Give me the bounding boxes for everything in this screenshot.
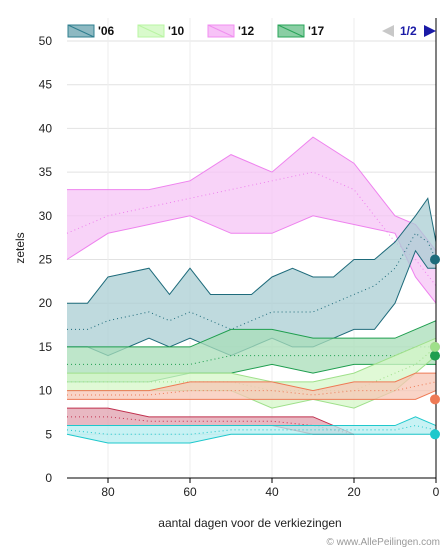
legend-swatch-line	[207, 24, 235, 38]
band-average-line	[67, 346, 437, 392]
legend-label: '10	[168, 24, 185, 38]
y-tick-label: 30	[39, 209, 53, 223]
band-average-line	[66, 425, 437, 435]
band-upper-line	[67, 197, 437, 304]
band-average-line	[66, 171, 437, 287]
legend-swatch-line	[277, 24, 305, 38]
end-value-dot[interactable]	[430, 341, 440, 352]
y-tick-label: 50	[39, 34, 53, 48]
pager[interactable]: 1/2	[382, 24, 436, 38]
credit-text: © www.AllePeilingen.com	[326, 537, 440, 548]
legend-label: '12	[238, 24, 255, 38]
x-tick-label: 80	[101, 485, 115, 499]
y-tick-label: 20	[39, 296, 53, 310]
legend-item[interactable]: '17	[277, 24, 325, 38]
band-area	[67, 198, 436, 356]
band-lower-line	[67, 390, 437, 400]
y-tick-labels: 0 5 10 15 20 25 30 35 40 45 50	[39, 34, 53, 485]
band-upper-line	[67, 320, 437, 348]
band-upper-line	[67, 136, 437, 252]
legend-item[interactable]: '12	[207, 24, 255, 38]
y-axis-title: zetels	[13, 232, 27, 263]
y-tick-label: 45	[39, 78, 53, 92]
series-bands	[66, 136, 437, 444]
end-value-dot[interactable]	[430, 429, 440, 440]
end-value-dot[interactable]	[430, 350, 440, 361]
y-tick-label: 15	[39, 340, 53, 354]
x-tick-labels: 80 60 40 20 0	[101, 485, 439, 499]
y-tick-label: 25	[39, 253, 53, 267]
series-band	[67, 372, 437, 400]
legend-item[interactable]: '10	[137, 24, 185, 38]
x-tick-label: 0	[433, 485, 440, 499]
y-tick-label: 5	[45, 427, 52, 441]
legend-label: '17	[308, 24, 325, 38]
end-value-markers	[430, 254, 440, 440]
band-average-line	[67, 381, 437, 396]
band-average-line	[67, 232, 437, 330]
x-tick-label: 60	[183, 485, 197, 499]
end-value-dot[interactable]	[430, 254, 440, 265]
y-tick-label: 0	[45, 471, 52, 485]
band-area	[67, 373, 436, 400]
page-indicator: 1/2	[400, 24, 417, 38]
band-upper-line	[67, 416, 437, 427]
next-page-icon[interactable]	[424, 25, 436, 37]
x-tick-label: 20	[347, 485, 361, 499]
y-tick-label: 10	[39, 384, 53, 398]
band-area	[67, 137, 436, 304]
band-lower-line	[66, 433, 436, 444]
legend-item[interactable]: '06	[67, 24, 115, 38]
y-tick-label: 35	[39, 165, 53, 179]
y-tick-label: 40	[39, 121, 53, 135]
legend-label: '06	[98, 24, 115, 38]
x-axis-title: aantal dagen voor de verkiezingen	[158, 516, 341, 530]
band-upper-line	[67, 372, 436, 392]
legend[interactable]: '06 '10 '12 '17	[67, 24, 325, 38]
x-tick-label: 40	[265, 485, 279, 499]
legend-swatch-line	[137, 24, 165, 38]
legend-swatch-line	[67, 24, 95, 38]
previous-page-icon[interactable]	[382, 25, 394, 37]
band-upper-line	[67, 407, 355, 435]
series-band	[66, 416, 437, 444]
end-value-dot[interactable]	[430, 394, 440, 405]
